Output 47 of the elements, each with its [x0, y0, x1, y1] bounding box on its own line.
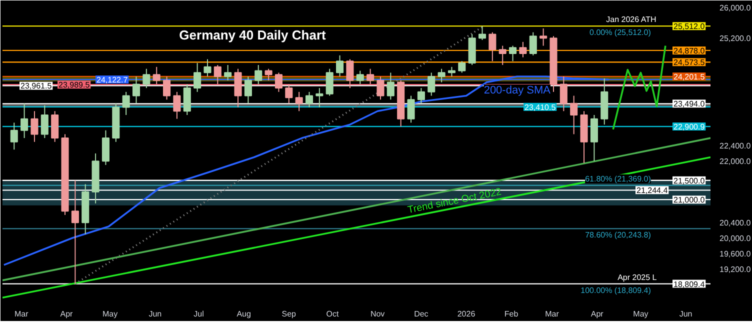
x-tick-label: Nov — [370, 310, 385, 318]
x-tick-label: Mar — [545, 310, 560, 318]
ref-line-label: 21,500.0 — [674, 176, 706, 186]
x-tick-label: Aug — [236, 310, 251, 318]
x-tick-label: Sep — [282, 310, 297, 318]
ref-line-label: 21,000.0 — [674, 196, 706, 205]
annotation: Jan 2026 ATH — [606, 15, 656, 24]
annotation: 0.00% (25,512.0) — [590, 28, 652, 38]
x-tick-label: Mar — [14, 310, 29, 318]
ref-line-label: 21,244.4 — [636, 186, 668, 196]
annotation: 100.00% (18,809.4) — [580, 286, 652, 295]
x-tick-label: Oct — [326, 310, 340, 318]
x-tick-label: 2026 — [457, 310, 476, 318]
y-tick-label: 25,200.0 — [720, 34, 752, 44]
y-tick-label: 20,400.0 — [720, 218, 752, 228]
ref-line-label: 23,494.0 — [674, 100, 706, 109]
y-tick-label: 26,000.0 — [720, 3, 752, 12]
ref-line-label: 25,512.0 — [674, 22, 706, 32]
ref-line-label: 24,878.0 — [674, 46, 706, 56]
x-tick-label: Jul — [194, 310, 204, 318]
y-tick-label: 19,200.0 — [720, 264, 752, 274]
y-tick-label: 20,000.0 — [720, 234, 752, 244]
ref-line-label: 23,410.5 — [524, 102, 556, 112]
ref-line-label: 24,122.7 — [96, 75, 128, 84]
y-tick-label: 22,400.0 — [720, 142, 752, 151]
ref-line-label: 23,961.5 — [20, 82, 52, 91]
annotation: 61.80% (21,369.0) — [585, 174, 652, 184]
series-label: 200-day SMA — [484, 84, 552, 97]
ref-line-label: 22,900.9 — [674, 122, 706, 132]
x-tick-label: May — [633, 310, 648, 318]
ref-line-label: 23,989.5 — [58, 80, 90, 90]
annotation: 78.60% (20,243.8) — [585, 230, 652, 240]
x-tick-label: May — [102, 310, 118, 318]
ref-line-label: 24,201.5 — [674, 72, 706, 82]
x-tick-label: Jun — [679, 310, 692, 318]
text: Germany 40 Daily Chart — [179, 28, 327, 42]
x-tick-label: Dec — [414, 310, 428, 318]
text: Trend since Oct 2022 — [406, 186, 503, 216]
x-tick-label: Jun — [148, 310, 162, 318]
x-tick-label: Feb — [504, 310, 519, 318]
y-tick-label: 22,000.0 — [720, 157, 752, 166]
annotation: Apr 2025 L — [618, 272, 658, 282]
ref-line-label: 24,573.5 — [674, 58, 706, 68]
y-tick-label: 19,600.0 — [720, 249, 752, 258]
x-tick-label: Apr — [590, 310, 604, 318]
ref-line-label: 18,809.4 — [674, 280, 706, 289]
x-tick-label: Apr — [60, 310, 74, 318]
